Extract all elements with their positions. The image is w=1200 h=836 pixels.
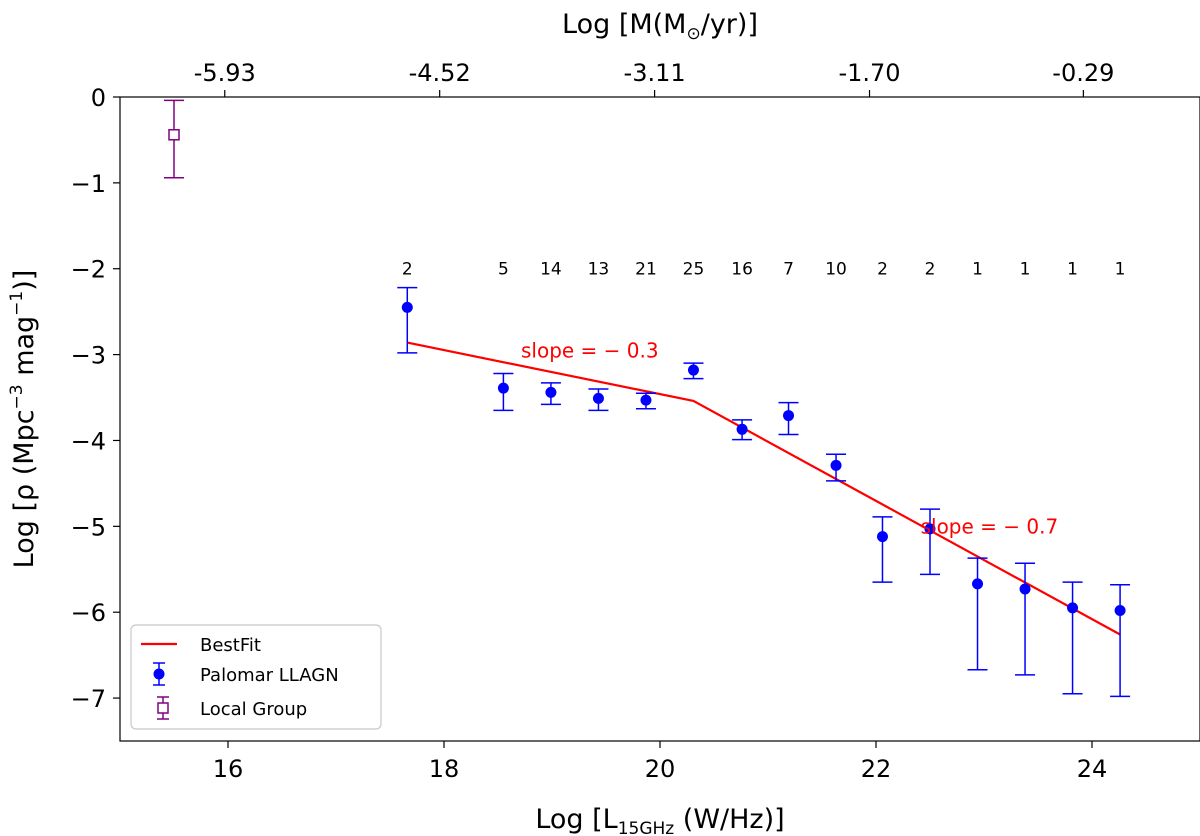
y-axis: 0 −1 −2 −3 −4 −5 −6 −7 (71, 84, 120, 713)
count-label: 1 (1115, 260, 1126, 280)
x-tick-label: 24 (1077, 755, 1108, 783)
filled-circle-marker (640, 394, 652, 406)
count-label: 25 (683, 260, 705, 280)
count-label: 16 (731, 260, 753, 280)
y-tick-label: −5 (71, 513, 106, 541)
count-label: 14 (540, 260, 562, 280)
x-axis: 16 18 20 22 24 (213, 741, 1108, 783)
filled-circle-marker (736, 423, 748, 435)
count-label: 5 (498, 260, 509, 280)
legend-box (130, 624, 382, 730)
filled-circle-marker (497, 382, 509, 394)
llagn-point (397, 286, 418, 354)
bestfit-line-layer (407, 341, 1121, 636)
count-label: 1 (1067, 260, 1078, 280)
llagn-point (493, 372, 514, 412)
count-labels: 2 5 14 13 21 25 16 7 10 2 2 1 1 1 1 (402, 260, 1126, 280)
legend-llagn-label: Palomar LLAGN (200, 665, 339, 686)
data-points-layer (164, 99, 1131, 698)
filled-circle-marker (1114, 604, 1126, 616)
open-square-marker (168, 129, 180, 141)
x-tick-label: 22 (861, 755, 892, 783)
count-label: 2 (877, 260, 888, 280)
llagn-point (872, 516, 893, 583)
count-label: 13 (588, 260, 610, 280)
top-tick-label: -5.93 (194, 59, 256, 87)
bestfit-line (407, 341, 1121, 636)
legend-bestfit-label: BestFit (200, 635, 261, 656)
slope-annotation: slope = − 0.7 (921, 514, 1059, 538)
count-label: 2 (402, 260, 413, 280)
llagn-point (588, 388, 609, 412)
x-axis-title: Log [L15GHz (W/Hz)] (535, 804, 784, 836)
llagn-point (967, 557, 988, 671)
y-tick-label: −4 (71, 427, 106, 455)
y-tick-label: −3 (71, 342, 106, 370)
legend-local-group-label: Local Group (200, 699, 307, 720)
llagn-point (1062, 581, 1083, 695)
llagn-point (1015, 562, 1036, 676)
y-axis-title: Log [ρ (Mpc−3 mag−1)] (7, 270, 40, 569)
filled-circle-marker (783, 410, 795, 422)
slope-annotations: slope = − 0.3 slope = − 0.7 (521, 338, 1058, 538)
x-tick-label: 20 (645, 755, 676, 783)
top-x-axis: -5.93 -4.52 -3.11 -1.70 -0.29 (194, 59, 1114, 97)
y-tick-label: −2 (71, 256, 106, 284)
legend: BestFit Palomar LLAGN Local Group (130, 624, 382, 730)
y-tick-label: −1 (71, 170, 106, 198)
top-tick-label: -3.11 (624, 59, 686, 87)
y-tick-label: −7 (71, 685, 106, 713)
filled-circle-marker (1067, 602, 1079, 614)
filled-circle-marker (924, 523, 936, 535)
count-label: 21 (635, 260, 657, 280)
filled-circle-marker (876, 531, 888, 543)
llagn-point (732, 419, 753, 441)
filled-circle-marker (1019, 583, 1031, 595)
llagn-point (635, 392, 656, 410)
llagn-point (1110, 583, 1131, 698)
count-label: 7 (783, 260, 794, 280)
top-x-axis-title: Log [M(M⊙/yr)] (562, 9, 758, 44)
llagn-point (778, 401, 799, 436)
llagn-point (683, 362, 704, 380)
slope-annotation: slope = − 0.3 (521, 338, 659, 362)
filled-circle-marker (687, 364, 699, 376)
filled-circle-marker (545, 386, 557, 398)
top-tick-label: -4.52 (409, 59, 471, 87)
filled-circle-marker (592, 392, 604, 404)
count-label: 1 (972, 260, 983, 280)
filled-circle-marker (972, 578, 984, 590)
top-tick-label: -0.29 (1052, 59, 1114, 87)
x-tick-label: 18 (429, 755, 460, 783)
legend-local-group-swatch (157, 696, 169, 720)
count-label: 10 (825, 260, 847, 280)
llagn-point (540, 382, 561, 406)
y-tick-label: 0 (91, 84, 106, 112)
llagn-point (826, 453, 847, 482)
legend-llagn-swatch (153, 662, 165, 686)
filled-circle-marker (401, 301, 413, 313)
local-group-point (164, 99, 184, 179)
llagn-point (920, 508, 940, 576)
count-label: 2 (925, 260, 936, 280)
x-tick-label: 16 (213, 755, 244, 783)
top-tick-label: -1.70 (838, 59, 900, 87)
count-label: 1 (1020, 260, 1031, 280)
filled-circle-marker (830, 459, 842, 471)
y-tick-label: −6 (71, 599, 106, 627)
